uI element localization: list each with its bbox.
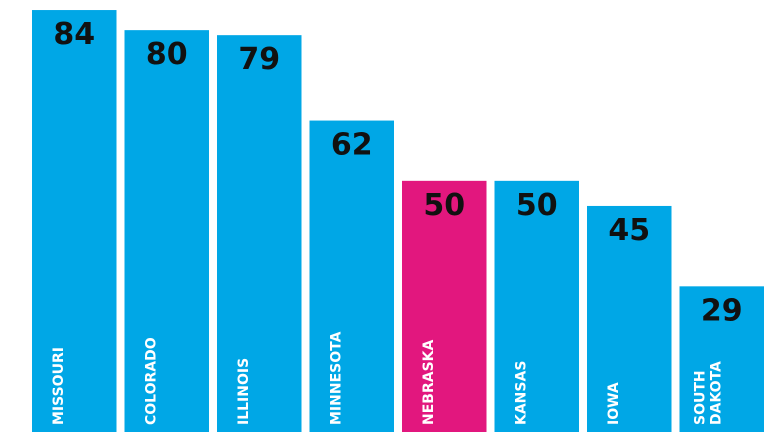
value-label: 50 (423, 188, 465, 223)
value-label: 84 (53, 17, 95, 52)
bar (679, 286, 764, 432)
value-label: 79 (238, 42, 280, 77)
category-label: SOUTH DAKOTA (693, 361, 725, 425)
value-label: 50 (516, 188, 558, 223)
bar (587, 205, 672, 432)
value-label: 80 (146, 37, 188, 72)
category-label: MISSOURI (51, 347, 67, 425)
bar (402, 180, 487, 432)
bar (309, 120, 394, 432)
category-label: COLORADO (144, 337, 160, 425)
category-label-line: DAKOTA (709, 361, 725, 425)
category-label-line: SOUTH (693, 366, 709, 426)
category-label: KANSAS (514, 361, 530, 425)
bar (494, 180, 579, 432)
bar (124, 30, 209, 432)
category-label: MINNESOTA (329, 331, 345, 425)
value-label: 62 (331, 128, 373, 163)
bar (217, 35, 302, 432)
category-label: NEBRASKA (421, 340, 437, 425)
category-label: ILLINOIS (236, 358, 252, 425)
value-label: 29 (701, 293, 743, 328)
bar (32, 10, 117, 432)
category-label: IOWA (606, 382, 622, 425)
value-label: 45 (608, 213, 650, 248)
